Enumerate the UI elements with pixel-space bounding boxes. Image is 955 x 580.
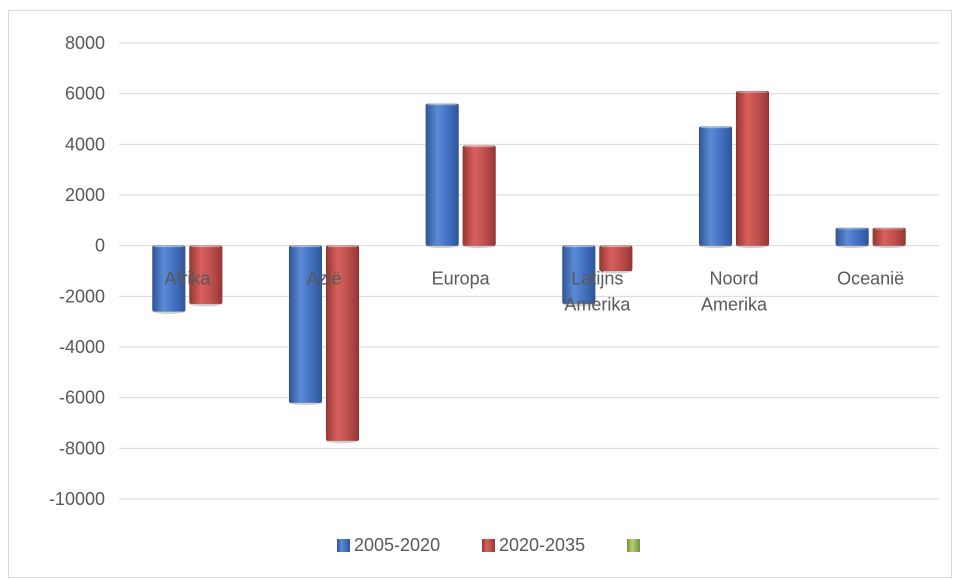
y-tick-label: 8000 <box>65 33 105 53</box>
category-label: Azië <box>306 269 341 289</box>
category-label: Amerika <box>564 295 631 315</box>
bar-2020-2035-europa <box>462 145 496 246</box>
bar-2020-2035-oceanië <box>872 227 906 246</box>
bar-2005-2020-afrika <box>152 245 186 312</box>
category-label: Oceanië <box>837 269 904 289</box>
category-label: Amerika <box>701 295 768 315</box>
y-tick-label: -2000 <box>59 286 105 306</box>
legend-swatch <box>482 539 495 552</box>
gridlines <box>119 42 939 500</box>
y-tick-label: -10000 <box>49 489 105 509</box>
y-tick-label: -4000 <box>59 337 105 357</box>
legend: 2005-2020 2020-2035 <box>337 535 640 555</box>
y-tick-label: -6000 <box>59 388 105 408</box>
legend-swatch <box>627 539 640 552</box>
legend-label: 2005-2020 <box>354 535 440 555</box>
legend-swatch <box>337 539 350 552</box>
bar-2020-2035-azië <box>325 245 360 441</box>
y-tick-label: 4000 <box>65 134 105 154</box>
legend-label: 2020-2035 <box>499 535 585 555</box>
bar-2005-2020-azië <box>288 245 323 403</box>
category-labels: Afrika Azië Europa Latijns Amerika Noord Ameri… <box>164 269 904 315</box>
bar-chart: 8000 6000 4000 2000 0 -2000 -4000 -6000 -8000 -10… <box>49 33 939 555</box>
category-label: Noord <box>709 269 758 289</box>
bar-2005-2020-latijns-amerika <box>562 245 596 305</box>
y-axis-tick-labels: 8000 6000 4000 2000 0 -2000 -4000 -6000 -8000 -10… <box>49 33 105 509</box>
bar-2020-2035-noord-amerika <box>735 90 770 246</box>
category-label: Latijns <box>571 269 623 289</box>
y-tick-label: 0 <box>95 236 105 256</box>
bar-2005-2020-oceanië <box>835 227 869 246</box>
bar-2005-2020-europa <box>425 103 459 246</box>
chart-frame: 8000 6000 4000 2000 0 -2000 -4000 -6000 -8000 -10… <box>8 10 952 578</box>
y-tick-label: -8000 <box>59 438 105 458</box>
bar-2005-2020-noord-amerika <box>698 126 733 246</box>
category-label: Afrika <box>164 269 211 289</box>
y-tick-label: 6000 <box>65 84 105 104</box>
bar-2020-2035-latijns-amerika <box>599 245 633 272</box>
bars <box>152 90 906 444</box>
y-tick-label: 2000 <box>65 185 105 205</box>
category-label: Europa <box>432 269 491 289</box>
bar-2020-2035-afrika <box>189 245 223 305</box>
